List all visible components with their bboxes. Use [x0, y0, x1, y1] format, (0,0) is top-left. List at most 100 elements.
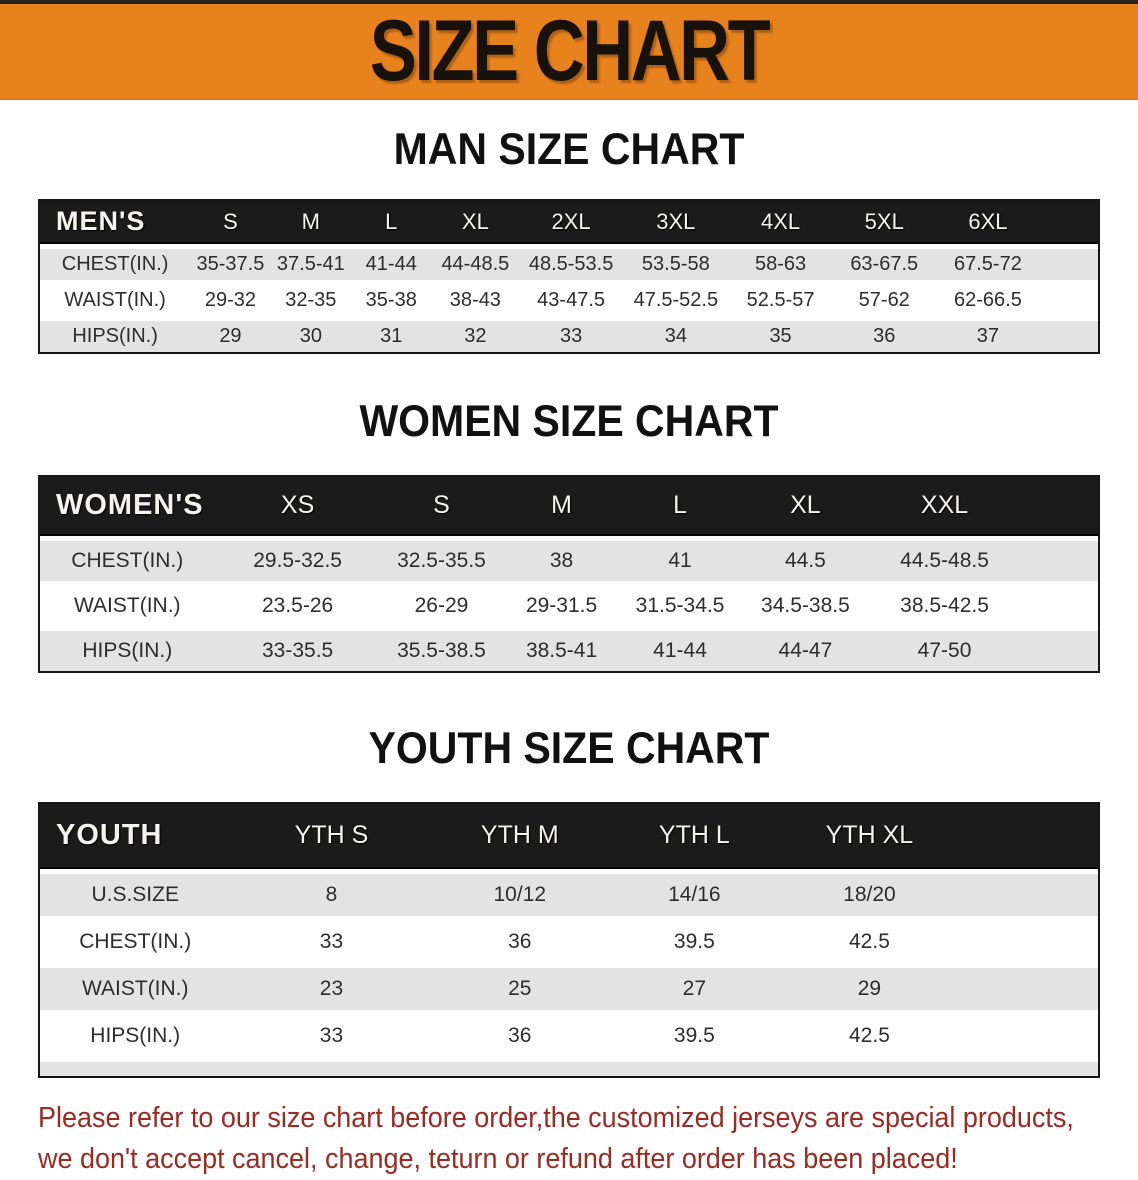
size-value-cell: 27: [682, 977, 707, 1000]
men-size-table: MEN'S S M L XL 2XL 3XL 4XL 5XL 6XL CHEST(IN.) 35-37…: [38, 199, 1100, 354]
size-value-cell: 41: [668, 549, 692, 572]
table-title-cell: WOMEN'S: [56, 489, 204, 521]
size-header-cell: M: [301, 208, 320, 234]
size-value-cell: 29-32: [204, 289, 257, 311]
size-value-cell: 32-35: [285, 289, 337, 311]
size-value-cell: 67.5-72: [953, 253, 1022, 275]
size-value-cell: 33: [319, 1024, 344, 1047]
size-value-cell: 29.5-32.5: [253, 549, 342, 572]
size-value-cell: 30: [299, 325, 322, 347]
size-value-cell: 38.5-41: [525, 639, 598, 662]
table-row: U.S.SIZE 8 10/12 14/16 18/20: [40, 874, 1098, 916]
size-value-cell: 38-43: [449, 289, 501, 311]
size-value-cell: 35-37.5: [196, 253, 265, 275]
size-value-cell: 53.5-58: [641, 253, 710, 275]
row-label-cell: WAIST(IN.): [64, 289, 166, 311]
size-header-cell: YTH L: [658, 821, 730, 849]
size-value-cell: 41-44: [365, 253, 417, 275]
women-section-heading: WOMEN SIZE CHART: [359, 396, 779, 446]
women-section: WOMEN SIZE CHART WOMEN'S XS S M L XL XXL CHEST(…: [0, 396, 1138, 673]
size-value-cell: 26-29: [414, 594, 469, 617]
size-value-cell: 39.5: [673, 1024, 715, 1047]
size-header-cell: XL: [790, 491, 821, 519]
table-header-row: YOUTH YTH S YTH M YTH L YTH XL: [40, 804, 1098, 869]
size-header-cell: 4XL: [760, 208, 801, 234]
page-title: SIZE CHART: [369, 3, 771, 99]
disclaimer-line-1: Please refer to our size chart before or…: [38, 1102, 1074, 1134]
size-value-cell: 58-63: [754, 253, 807, 275]
size-value-cell: 62-66.5: [953, 289, 1022, 311]
men-section-heading: MAN SIZE CHART: [393, 124, 745, 174]
table-row: HIPS(IN.) 29 30 31 32 33 34 35 36 37: [40, 321, 1098, 352]
table-row: HIPS(IN.) 33-35.5 35.5-38.5 38.5-41 41-44 44-…: [40, 631, 1098, 671]
size-value-cell: 29-31.5: [525, 594, 598, 617]
table-header-row: WOMEN'S XS S M L XL XXL: [40, 477, 1098, 536]
size-value-cell: 48.5-53.5: [528, 253, 614, 275]
men-section: MAN SIZE CHART MEN'S S M L XL 2XL 3XL 4XL 5XL 6XL…: [0, 124, 1138, 354]
youth-size-table: YOUTH YTH S YTH M YTH L YTH XL U.S.SIZE 8 10/12…: [38, 802, 1100, 1078]
size-value-cell: 37: [976, 325, 1000, 347]
row-label-cell: CHEST(IN.): [61, 253, 169, 275]
size-header-cell: 6XL: [968, 208, 1008, 234]
size-value-cell: 44-47: [778, 639, 833, 662]
row-label-cell: HIPS(IN.): [82, 639, 173, 662]
size-value-cell: 18/20: [843, 883, 896, 906]
size-value-cell: 14/16: [668, 883, 721, 906]
table-title-cell: YOUTH: [56, 819, 163, 851]
size-header-cell: S: [223, 208, 238, 234]
size-value-cell: 52.5-57: [746, 289, 815, 311]
size-value-cell: 42.5: [849, 1024, 890, 1047]
size-value-cell: 23: [319, 977, 344, 1000]
disclaimer: Please refer to our size chart before or…: [0, 1098, 1138, 1180]
size-value-cell: 29: [219, 325, 242, 347]
youth-section-heading: YOUTH SIZE CHART: [368, 723, 770, 773]
size-value-cell: 44.5: [784, 549, 826, 572]
table-row: WAIST(IN.) 23.5-26 26-29 29-31.5 31.5-34.5 34…: [40, 586, 1098, 626]
row-label-cell: U.S.SIZE: [91, 883, 179, 906]
size-value-cell: 37.5-41: [276, 253, 345, 275]
disclaimer-line-2: we don't accept cancel, change, teturn o…: [38, 1143, 958, 1175]
size-value-cell: 8: [325, 883, 338, 906]
size-header-cell: M: [551, 491, 572, 519]
size-value-cell: 47-50: [917, 639, 972, 662]
size-value-cell: 63-67.5: [850, 253, 919, 275]
size-value-cell: 32: [464, 325, 487, 347]
size-value-cell: 44.5-48.5: [900, 549, 989, 572]
size-value-cell: 25: [508, 977, 532, 1000]
size-value-cell: 36: [508, 1024, 532, 1047]
size-value-cell: 44-48.5: [441, 253, 510, 275]
size-value-cell: 35.5-38.5: [397, 639, 486, 662]
size-value-cell: 10/12: [493, 883, 547, 906]
size-header-cell: S: [433, 491, 450, 519]
row-label-cell: WAIST(IN.): [81, 977, 189, 1000]
size-header-cell: XL: [461, 208, 489, 234]
size-value-cell: 34: [664, 325, 687, 347]
size-header-cell: XS: [280, 491, 315, 519]
table-row: HIPS(IN.) 33 36 39.5 42.5: [40, 1015, 1098, 1057]
size-value-cell: 36: [873, 325, 896, 347]
size-value-cell: 33-35.5: [261, 639, 334, 662]
size-header-cell: 5XL: [864, 208, 904, 234]
size-value-cell: 38.5-42.5: [900, 594, 989, 617]
table-row: CHEST(IN.) 35-37.5 37.5-41 41-44 44-48.5 48.5…: [40, 249, 1098, 280]
size-header-cell: XXL: [920, 491, 969, 519]
size-value-cell: 31.5-34.5: [635, 594, 725, 617]
size-value-cell: 43-47.5: [537, 289, 606, 311]
size-value-cell: 35: [769, 325, 792, 347]
size-value-cell: 36: [508, 930, 532, 953]
size-header-cell: L: [385, 208, 398, 234]
size-value-cell: 32.5-35.5: [397, 549, 486, 572]
size-value-cell: 57-62: [858, 289, 910, 311]
size-value-cell: 34.5-38.5: [761, 594, 850, 617]
size-header-cell: L: [673, 491, 687, 519]
size-value-cell: 29: [857, 977, 882, 1000]
table-title-cell: MEN'S: [56, 206, 146, 236]
table-row: WAIST(IN.) 29-32 32-35 35-38 38-43 43-47.5 47.…: [40, 285, 1098, 316]
table-row: WAIST(IN.) 23 25 27 29: [40, 968, 1098, 1010]
size-header-cell: YTH XL: [825, 821, 914, 849]
size-value-cell: 38: [549, 549, 574, 572]
row-label-cell: CHEST(IN.): [71, 549, 184, 572]
size-header-cell: 2XL: [551, 208, 591, 234]
size-value-cell: 41-44: [653, 639, 707, 662]
table-row: CHEST(IN.) 29.5-32.5 32.5-35.5 38 41 44.5 44.5…: [40, 541, 1098, 581]
